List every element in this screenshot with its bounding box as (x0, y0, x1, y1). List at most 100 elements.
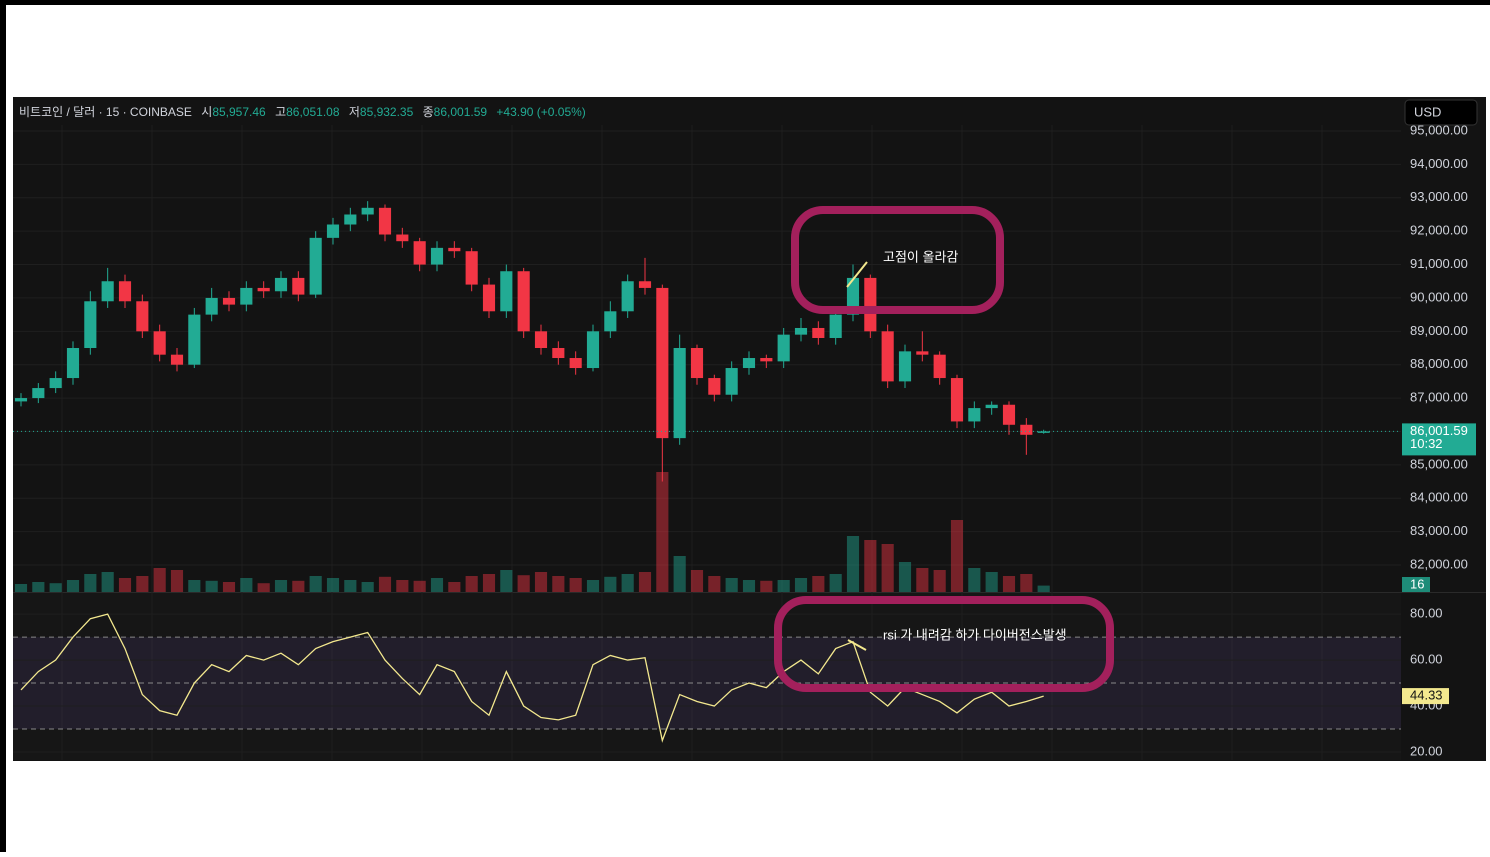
volume-bar (188, 580, 201, 592)
candle-body (898, 351, 912, 382)
currency-label[interactable]: USD (1414, 104, 1441, 119)
volume-bar (378, 576, 392, 592)
rsi-value-label: 44.33 (1410, 688, 1443, 703)
frame-left (0, 0, 6, 852)
volume-bar (673, 556, 686, 592)
volume-bar (274, 580, 288, 592)
candle-body (326, 224, 340, 238)
candle-body (14, 398, 28, 402)
candle-body (1037, 431, 1050, 433)
y-tick-label: 60.00 (1410, 652, 1443, 667)
volume-bar (690, 570, 704, 592)
last-price-badge (1402, 423, 1476, 456)
currency-button[interactable] (1404, 99, 1478, 126)
y-tick-label: 20.00 (1410, 743, 1443, 758)
candle-body (153, 331, 166, 355)
volume-bar (517, 575, 530, 592)
volume-bar (968, 568, 981, 592)
close-value: 86,001.59 (434, 105, 488, 119)
volume-bar (656, 472, 669, 592)
high-label: 고 (275, 105, 286, 119)
candle-body (742, 358, 756, 369)
candle-body (760, 358, 773, 362)
volume-bar (812, 576, 825, 592)
volume-bar (864, 540, 877, 592)
volume-bar (898, 562, 912, 592)
volume-bar (829, 574, 842, 592)
candle-body (985, 404, 998, 409)
candle-body (916, 351, 929, 355)
candle-body (725, 368, 738, 395)
low-value: 85,932.35 (360, 105, 414, 119)
volume-bar (66, 580, 80, 592)
volume-bar (881, 544, 894, 592)
volume-bar (482, 574, 496, 592)
y-tick-label: 82,000.00 (1410, 556, 1468, 571)
candle-body (621, 281, 634, 312)
candle-body (500, 271, 513, 312)
candle-body (708, 378, 721, 395)
trend-line (846, 261, 868, 288)
y-tick-label: 90,000.00 (1410, 289, 1468, 304)
candle-body (257, 287, 270, 292)
candle-body (1002, 404, 1016, 425)
volume-bar (240, 578, 253, 592)
candle-body (378, 207, 392, 235)
y-tick-label: 92,000.00 (1410, 223, 1468, 238)
volume-bar (534, 572, 548, 592)
volume-bar (1002, 576, 1016, 592)
candle-body (638, 281, 652, 288)
candle-body (950, 378, 964, 422)
volume-bar (136, 576, 149, 592)
candle-body (933, 354, 946, 379)
candle-body (604, 311, 617, 332)
y-tick-label: 83,000.00 (1410, 523, 1468, 538)
candle-body (846, 277, 860, 315)
volume-badge (1402, 577, 1430, 592)
candle-body (101, 281, 114, 302)
y-tick-label: 94,000.00 (1410, 156, 1468, 171)
candle-body (864, 277, 877, 332)
volume-bar (586, 580, 600, 592)
open-value: 85,957.46 (212, 105, 266, 119)
volume-bar (413, 580, 426, 592)
last-time-label: 10:32 (1410, 436, 1443, 451)
volume-bar (725, 578, 738, 592)
candle-body (534, 331, 548, 349)
close-label: 종 (423, 105, 434, 119)
volume-bar (257, 583, 270, 592)
volume-bar (985, 572, 998, 592)
volume-bar (621, 574, 634, 592)
candle-body (188, 314, 201, 365)
volume-bar (361, 582, 374, 592)
volume-bar (950, 520, 964, 592)
volume-bar (101, 572, 114, 592)
candle-body (396, 234, 409, 242)
candle-body (49, 378, 62, 389)
annotation-text: 고점이 올라감 (883, 249, 958, 264)
annotation-box (774, 596, 1114, 692)
candle-body (517, 271, 530, 332)
frame-top (0, 0, 1490, 5)
volume-bar (153, 568, 166, 592)
candle-body (222, 297, 236, 305)
y-tick-label: 89,000.00 (1410, 323, 1468, 338)
candle-body (881, 331, 894, 382)
candle-body (586, 331, 600, 369)
rsi-badge (1402, 688, 1449, 705)
candle-body (240, 287, 253, 305)
annotation-text: rsi 가 내려감 하가 다이버전스발생 (883, 627, 1067, 642)
volume-bar (569, 578, 582, 592)
y-tick-label: 80.00 (1410, 606, 1443, 621)
candle-body (292, 277, 305, 295)
symbol: 비트코인 / 달러 · 15 · COINBASE (19, 105, 192, 119)
candle-body (66, 348, 80, 379)
last-price-label: 86,001.59 (1410, 423, 1468, 438)
volume-bar (604, 576, 617, 592)
candle-body (274, 277, 288, 292)
volume-bar (916, 568, 929, 592)
y-tick-label: 85,000.00 (1410, 456, 1468, 471)
volume-bar (205, 580, 218, 592)
volume-bar (118, 578, 132, 592)
